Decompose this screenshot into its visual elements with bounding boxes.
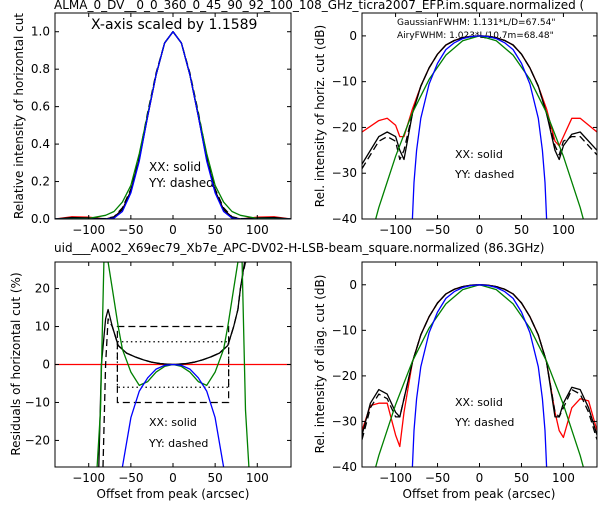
br-frame xyxy=(361,261,598,468)
br-ytick-label-1: −10 xyxy=(332,323,357,337)
tl-xtick-label-4: 100 xyxy=(246,223,269,237)
tr-annotation-gaussian: GaussianFWHM: 1.131*L/D=67.54" xyxy=(397,18,555,28)
tr-data-area xyxy=(362,35,597,219)
tl-xtick-label-1: −50 xyxy=(118,223,143,237)
tr-annotation-xx: XX: solid xyxy=(455,148,503,161)
bl-xtick-label-1: −50 xyxy=(118,471,143,485)
tr-xtick-label-2: 0 xyxy=(476,223,484,237)
tl-ylabel: Relative intensity of horizontal cut xyxy=(12,13,26,219)
br-xtick-label-4: 100 xyxy=(552,471,575,485)
br-series-1 xyxy=(362,284,597,436)
bl-xtick-label-2: 0 xyxy=(169,471,177,485)
tr-xtick-label-1: −50 xyxy=(425,223,450,237)
br-xtick-label-3: 50 xyxy=(514,471,529,485)
tl-annotation-scale: X-axis scaled by 1.1589 xyxy=(91,17,257,33)
br-ytick-label-4: −40 xyxy=(332,460,357,474)
br-xtick-label-1: −50 xyxy=(425,471,450,485)
bl-series-4 xyxy=(121,363,225,467)
br-ytick-label-2: −20 xyxy=(332,369,357,383)
br-plot: −100 −50 0 50 100 0 −10 −20 −30 −40 xyxy=(332,261,598,485)
tr-ytick-label-0: 0 xyxy=(349,29,357,43)
bl-series-2 xyxy=(102,262,247,467)
bl-xlabel: Offset from peak (arcsec) xyxy=(97,487,250,501)
tl-ytick-label-4: 0.8 xyxy=(31,62,50,76)
tl-series-4 xyxy=(55,31,291,219)
br-ytick-label-0: 0 xyxy=(349,278,357,292)
tr-ylabel: Rel. intensity of horiz. cut (dB) xyxy=(313,25,327,207)
br-series-4 xyxy=(411,284,548,467)
tl-annotation-xx: XX: solid xyxy=(149,160,201,174)
figure-top-title: ALMA_0_DV__0_0_360_0_45_90_92_100_108_GH… xyxy=(54,0,584,12)
bl-ylabel: Residuals of horizontal cut (%) xyxy=(9,272,23,455)
tr-annotation-yy: YY: dashed xyxy=(454,168,514,181)
br-annotation-yy: YY: dashed xyxy=(454,416,514,429)
br-xtick-label-0: −100 xyxy=(379,471,412,485)
br-data-area xyxy=(362,284,597,467)
tr-series-4 xyxy=(411,35,548,219)
tr-ytick-label-1: −10 xyxy=(332,75,357,89)
bl-ytick-label-0: 20 xyxy=(35,282,50,296)
tr-plot: −100 −50 0 50 100 0 −10 −20 −30 −40 xyxy=(332,12,598,237)
br-annotation-xx: XX: solid xyxy=(455,396,503,409)
tl-xtick-label-2: 0 xyxy=(169,223,177,237)
br-ytick-label-3: −30 xyxy=(332,414,357,428)
tl-plot: −100 −50 0 50 100 0.0 0.2 0.4 0.6 0.8 1.0 xyxy=(31,12,292,237)
br-ylabel: Rel. intensity of diag. cut (dB) xyxy=(313,275,327,454)
bl-box-dotted xyxy=(116,341,230,388)
br-series-2 xyxy=(362,284,597,440)
tl-annotation-yy: YY: dashed xyxy=(148,176,214,190)
tr-xtick-label-4: 100 xyxy=(552,223,575,237)
bl-annotation-yy: YY: dashed xyxy=(148,437,208,450)
bl-xtick-label-4: 100 xyxy=(246,471,269,485)
br-xlabel: Offset from peak (arcsec) xyxy=(403,487,556,501)
tr-xtick-label-0: −100 xyxy=(379,223,412,237)
tr-ytick-label-4: −40 xyxy=(332,212,357,226)
tl-series-2 xyxy=(55,31,291,219)
tl-series-1 xyxy=(55,31,291,219)
bl-annotation-xx: XX: solid xyxy=(149,416,197,429)
tl-xtick-label-0: −100 xyxy=(72,223,105,237)
tr-series-0 xyxy=(362,35,597,147)
tl-ytick-label-5: 1.0 xyxy=(31,25,50,39)
tr-xtick-label-3: 50 xyxy=(514,223,529,237)
bl-ytick-label-2: 0 xyxy=(42,358,50,372)
tr-frame xyxy=(361,12,598,220)
tl-ytick-label-1: 0.2 xyxy=(31,175,50,189)
figure-mid-title: uid___A002_X69ec79_Xb7e_APC-DV02-H-LSB-b… xyxy=(54,241,544,255)
tl-series-3 xyxy=(55,31,291,219)
bl-xtick-label-3: 50 xyxy=(208,471,223,485)
bl-ytick-label-4: −20 xyxy=(25,433,50,447)
tl-ytick-label-2: 0.4 xyxy=(31,137,50,151)
br-xtick-label-2: 0 xyxy=(476,471,484,485)
tl-ytick-label-3: 0.6 xyxy=(31,100,50,114)
bl-ytick-label-1: 10 xyxy=(35,320,50,334)
tl-ytick-label-0: 0.0 xyxy=(31,212,50,226)
tr-ytick-label-2: −20 xyxy=(332,120,357,134)
tl-xtick-label-3: 50 xyxy=(208,223,223,237)
bl-ytick-label-3: −10 xyxy=(25,395,50,409)
tl-data-area xyxy=(55,31,291,219)
tr-ytick-label-3: −30 xyxy=(332,166,357,180)
tr-series-2 xyxy=(362,35,597,169)
bl-xtick-label-0: −100 xyxy=(72,471,105,485)
bl-data-area xyxy=(55,262,291,467)
tl-series-0 xyxy=(55,31,291,219)
